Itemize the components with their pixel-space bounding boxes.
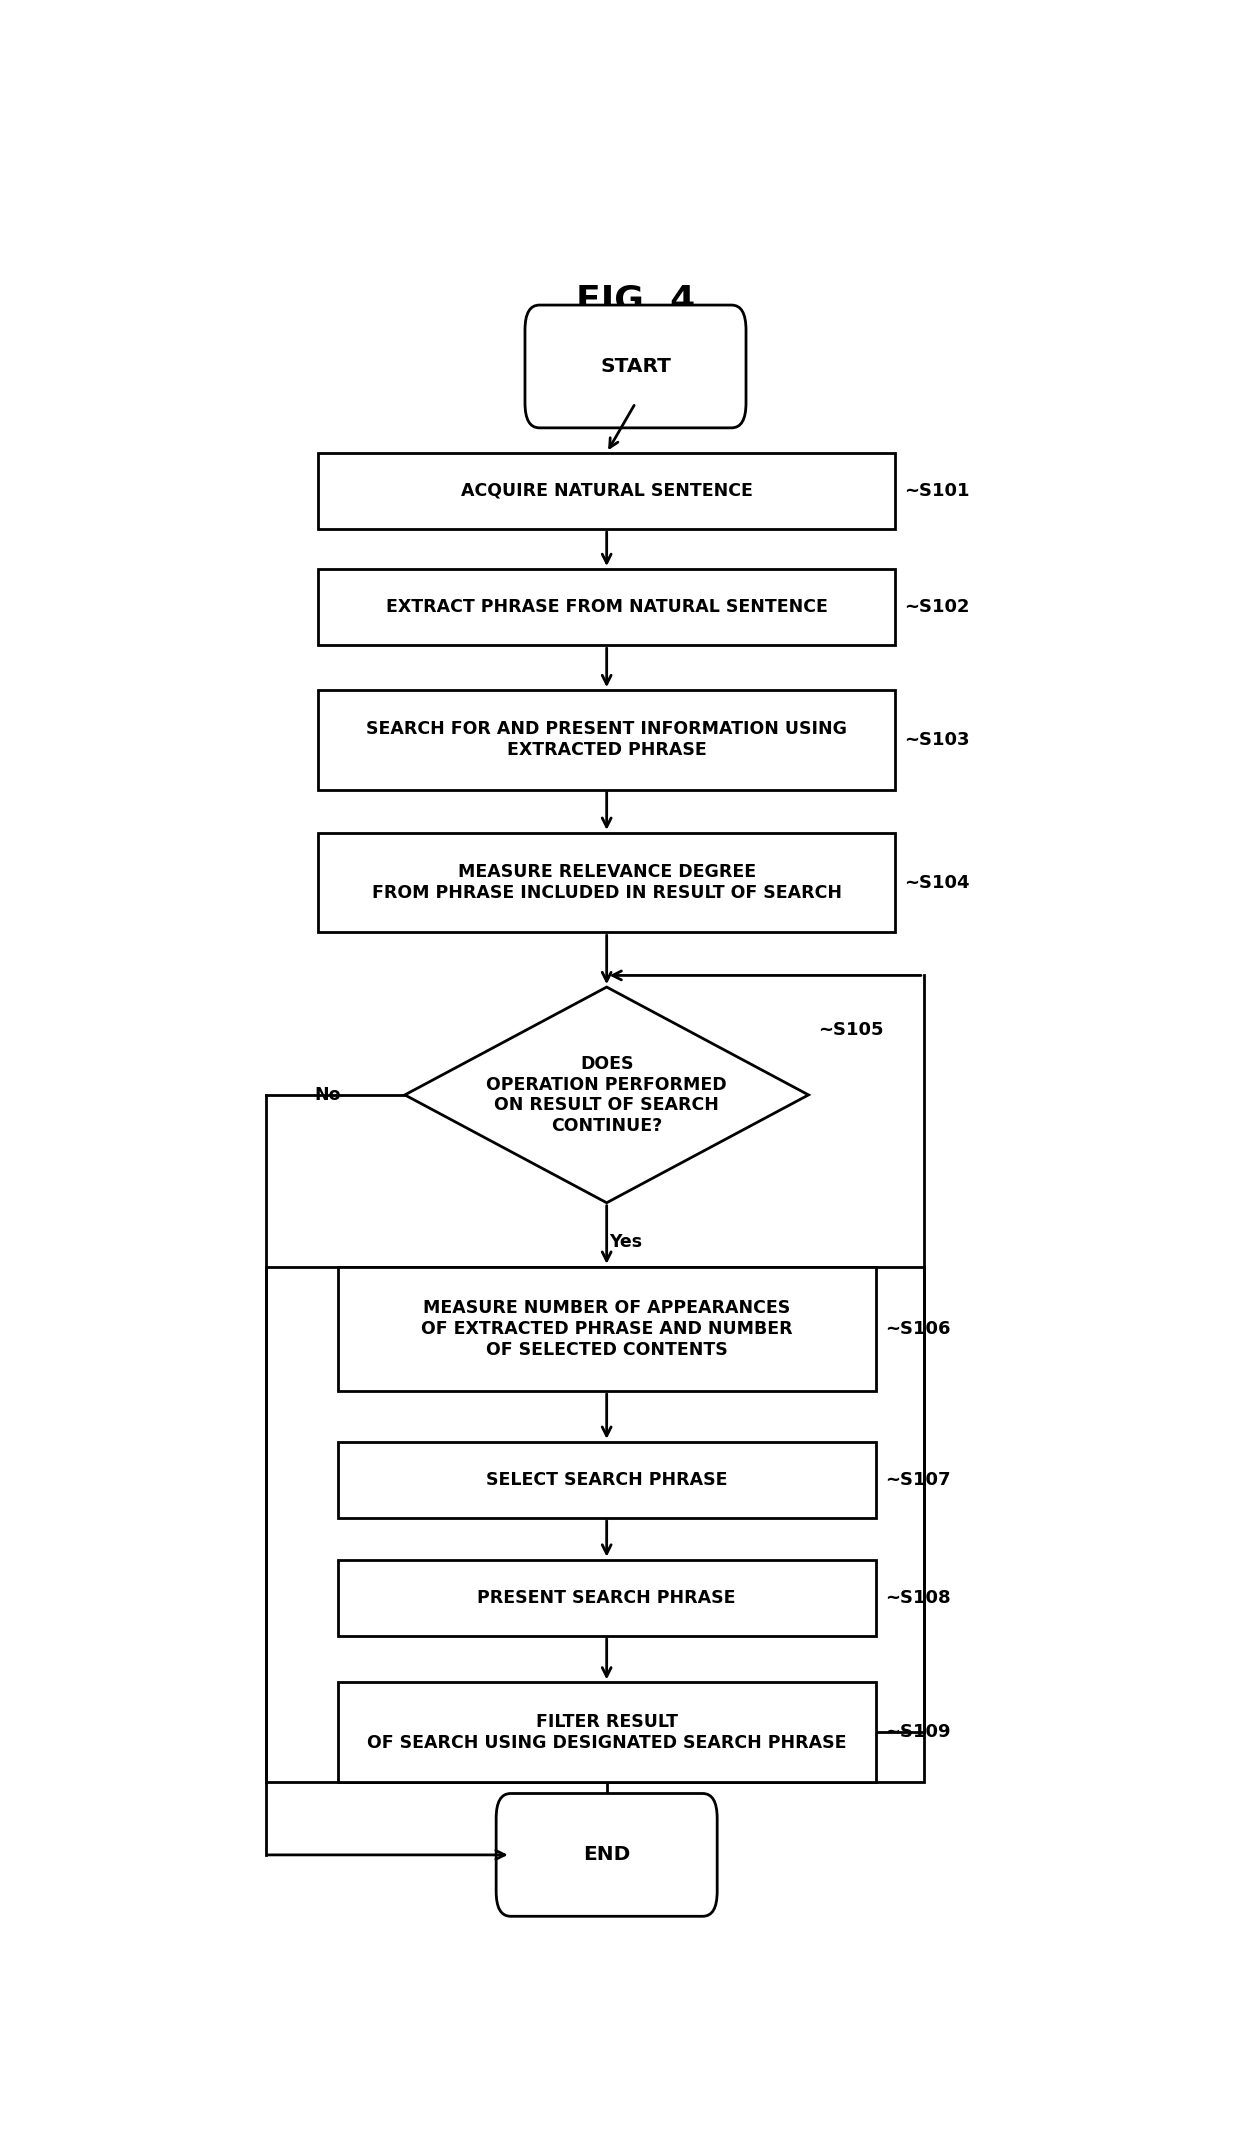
Bar [337,1683,875,1782]
Bar [319,832,895,933]
Text: ~S107: ~S107 [885,1472,951,1489]
Bar [337,1267,875,1392]
Text: ~S101: ~S101 [905,483,970,500]
Bar [319,453,895,530]
Bar [265,1267,924,1782]
Text: ~S102: ~S102 [905,599,970,616]
Text: FIG. 4: FIG. 4 [575,282,696,317]
Polygon shape [404,987,808,1202]
Text: SELECT SEARCH PHRASE: SELECT SEARCH PHRASE [486,1472,728,1489]
Text: ~S103: ~S103 [905,731,970,748]
Text: FILTER RESULT
OF SEARCH USING DESIGNATED SEARCH PHRASE: FILTER RESULT OF SEARCH USING DESIGNATED… [367,1713,847,1752]
Text: ~S109: ~S109 [885,1724,951,1741]
Bar [319,569,895,644]
Text: PRESENT SEARCH PHRASE: PRESENT SEARCH PHRASE [477,1588,735,1608]
Text: ~S105: ~S105 [818,1021,884,1039]
Text: END: END [583,1845,630,1864]
Text: START: START [600,358,671,375]
Text: MEASURE RELEVANCE DEGREE
FROM PHRASE INCLUDED IN RESULT OF SEARCH: MEASURE RELEVANCE DEGREE FROM PHRASE INC… [372,864,842,903]
Text: ACQUIRE NATURAL SENTENCE: ACQUIRE NATURAL SENTENCE [461,483,753,500]
Bar [319,690,895,789]
Text: ~S106: ~S106 [885,1319,951,1338]
Bar [337,1442,875,1517]
Text: MEASURE NUMBER OF APPEARANCES
OF EXTRACTED PHRASE AND NUMBER
OF SELECTED CONTENT: MEASURE NUMBER OF APPEARANCES OF EXTRACT… [420,1299,792,1358]
FancyBboxPatch shape [496,1793,717,1916]
FancyBboxPatch shape [525,306,746,429]
Text: ~S108: ~S108 [885,1588,951,1608]
Text: EXTRACT PHRASE FROM NATURAL SENTENCE: EXTRACT PHRASE FROM NATURAL SENTENCE [386,599,827,616]
Bar [337,1560,875,1636]
Text: ~S104: ~S104 [905,873,970,892]
Text: DOES
OPERATION PERFORMED
ON RESULT OF SEARCH
CONTINUE?: DOES OPERATION PERFORMED ON RESULT OF SE… [486,1054,727,1136]
Text: SEARCH FOR AND PRESENT INFORMATION USING
EXTRACTED PHRASE: SEARCH FOR AND PRESENT INFORMATION USING… [366,720,847,759]
Text: No: No [315,1086,341,1103]
Text: Yes: Yes [609,1233,642,1250]
